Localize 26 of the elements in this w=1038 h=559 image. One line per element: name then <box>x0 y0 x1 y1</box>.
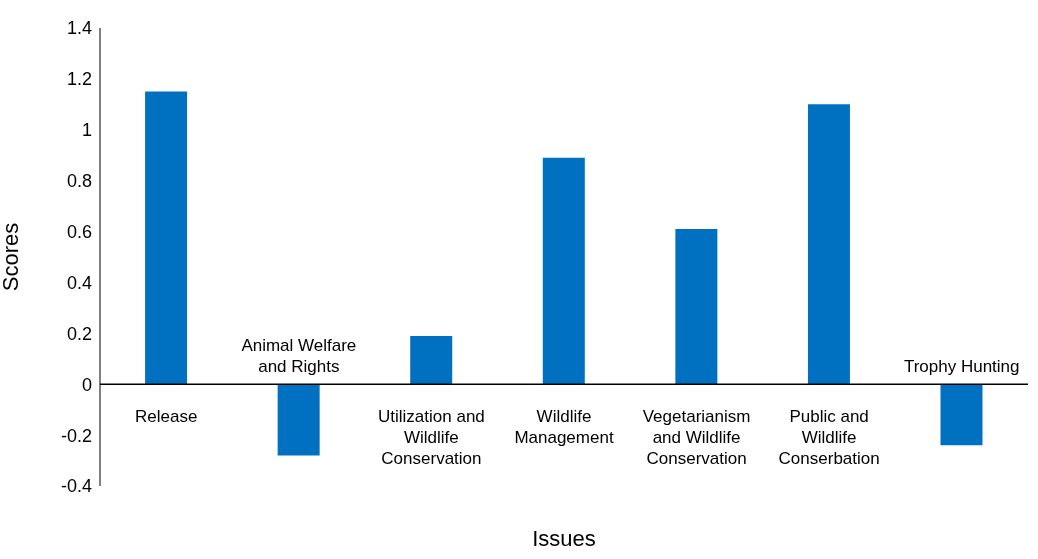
bar <box>145 91 188 385</box>
bar <box>940 384 983 446</box>
y-tick-label: 1.2 <box>66 69 92 90</box>
x-tick-label: Vegetarianism and Wildlife Conservation <box>642 407 751 469</box>
bar <box>277 384 320 456</box>
x-tick-label: Public and Wildlife Conserbation <box>778 407 880 469</box>
bar <box>410 335 453 385</box>
x-tick-label: Release <box>135 407 198 427</box>
y-tick-label: -0.2 <box>60 425 92 446</box>
y-tick-label: 0.6 <box>66 221 92 242</box>
bar <box>675 229 718 385</box>
y-tick-label: 0.8 <box>66 171 92 192</box>
y-tick-label: 0.4 <box>66 272 92 293</box>
x-tick-label: Wildlife Management <box>514 407 614 448</box>
x-axis-title: Issues <box>532 526 596 551</box>
x-tick-label: Utilization and Wildlife Conservation <box>378 407 485 469</box>
y-tick-label: 1.4 <box>66 18 92 39</box>
y-axis-title: Scores <box>0 222 23 292</box>
y-tick-label: -0.4 <box>60 476 92 497</box>
y-tick-label: 0.2 <box>66 323 92 344</box>
y-tick-label: 1 <box>81 120 92 141</box>
x-tick-label: Trophy Hunting <box>903 357 1020 377</box>
bar <box>542 157 585 385</box>
y-tick-label: 0 <box>81 374 92 395</box>
x-tick-label: Animal Welfare and Rights <box>241 336 357 377</box>
bar <box>807 104 850 385</box>
